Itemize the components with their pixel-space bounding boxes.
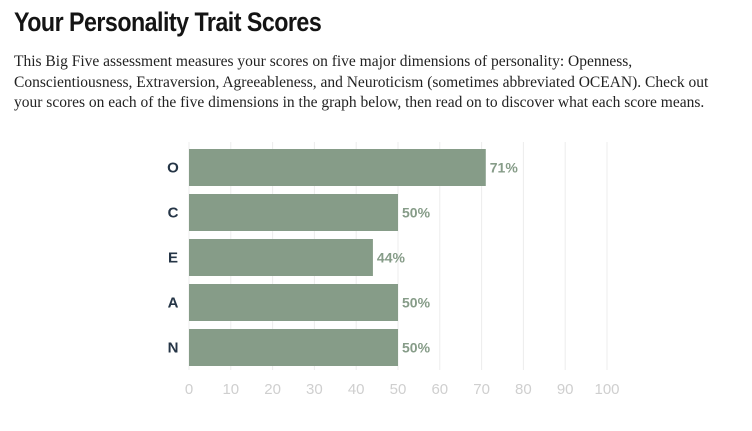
category-label: N [168, 340, 179, 357]
x-tick-label: 90 [557, 381, 574, 398]
x-tick-label: 50 [390, 381, 407, 398]
category-label: O [167, 160, 179, 177]
value-label: 44% [377, 250, 406, 266]
intro-paragraph: This Big Five assessment measures your s… [14, 53, 709, 111]
x-tick-label: 80 [515, 381, 532, 398]
chart-bars: O 71% C 50% E 44% A 50% N 50% [167, 149, 518, 366]
trait-scores-chart: O 71% C 50% E 44% A 50% N 50% 0 10 20 30 40 50 60 70 80 90… [0, 130, 752, 420]
bar-a [189, 284, 398, 321]
chart-x-axis: 0 10 20 30 40 50 60 70 80 90 100 [185, 381, 620, 398]
bar-o [189, 149, 486, 186]
x-tick-label: 100 [594, 381, 619, 398]
x-tick-label: 40 [348, 381, 365, 398]
bar-c [189, 194, 398, 231]
category-label: A [168, 295, 179, 312]
x-tick-label: 60 [431, 381, 448, 398]
x-tick-label: 20 [264, 381, 281, 398]
value-label: 50% [402, 295, 431, 311]
x-tick-label: 70 [473, 381, 490, 398]
bar-n [189, 329, 398, 366]
trait-scores-bar-chart: O 71% C 50% E 44% A 50% N 50% 0 10 20 30 40 50 60 70 80 90… [167, 142, 620, 398]
category-label: C [168, 205, 179, 222]
x-tick-label: 0 [185, 381, 193, 398]
bar-e [189, 239, 373, 276]
value-label: 50% [402, 205, 431, 221]
x-tick-label: 10 [222, 381, 239, 398]
x-tick-label: 30 [306, 381, 323, 398]
page-title: Your Personality Trait Scores [14, 7, 322, 37]
value-label: 71% [490, 160, 519, 176]
value-label: 50% [402, 340, 431, 356]
category-label: E [168, 250, 178, 267]
